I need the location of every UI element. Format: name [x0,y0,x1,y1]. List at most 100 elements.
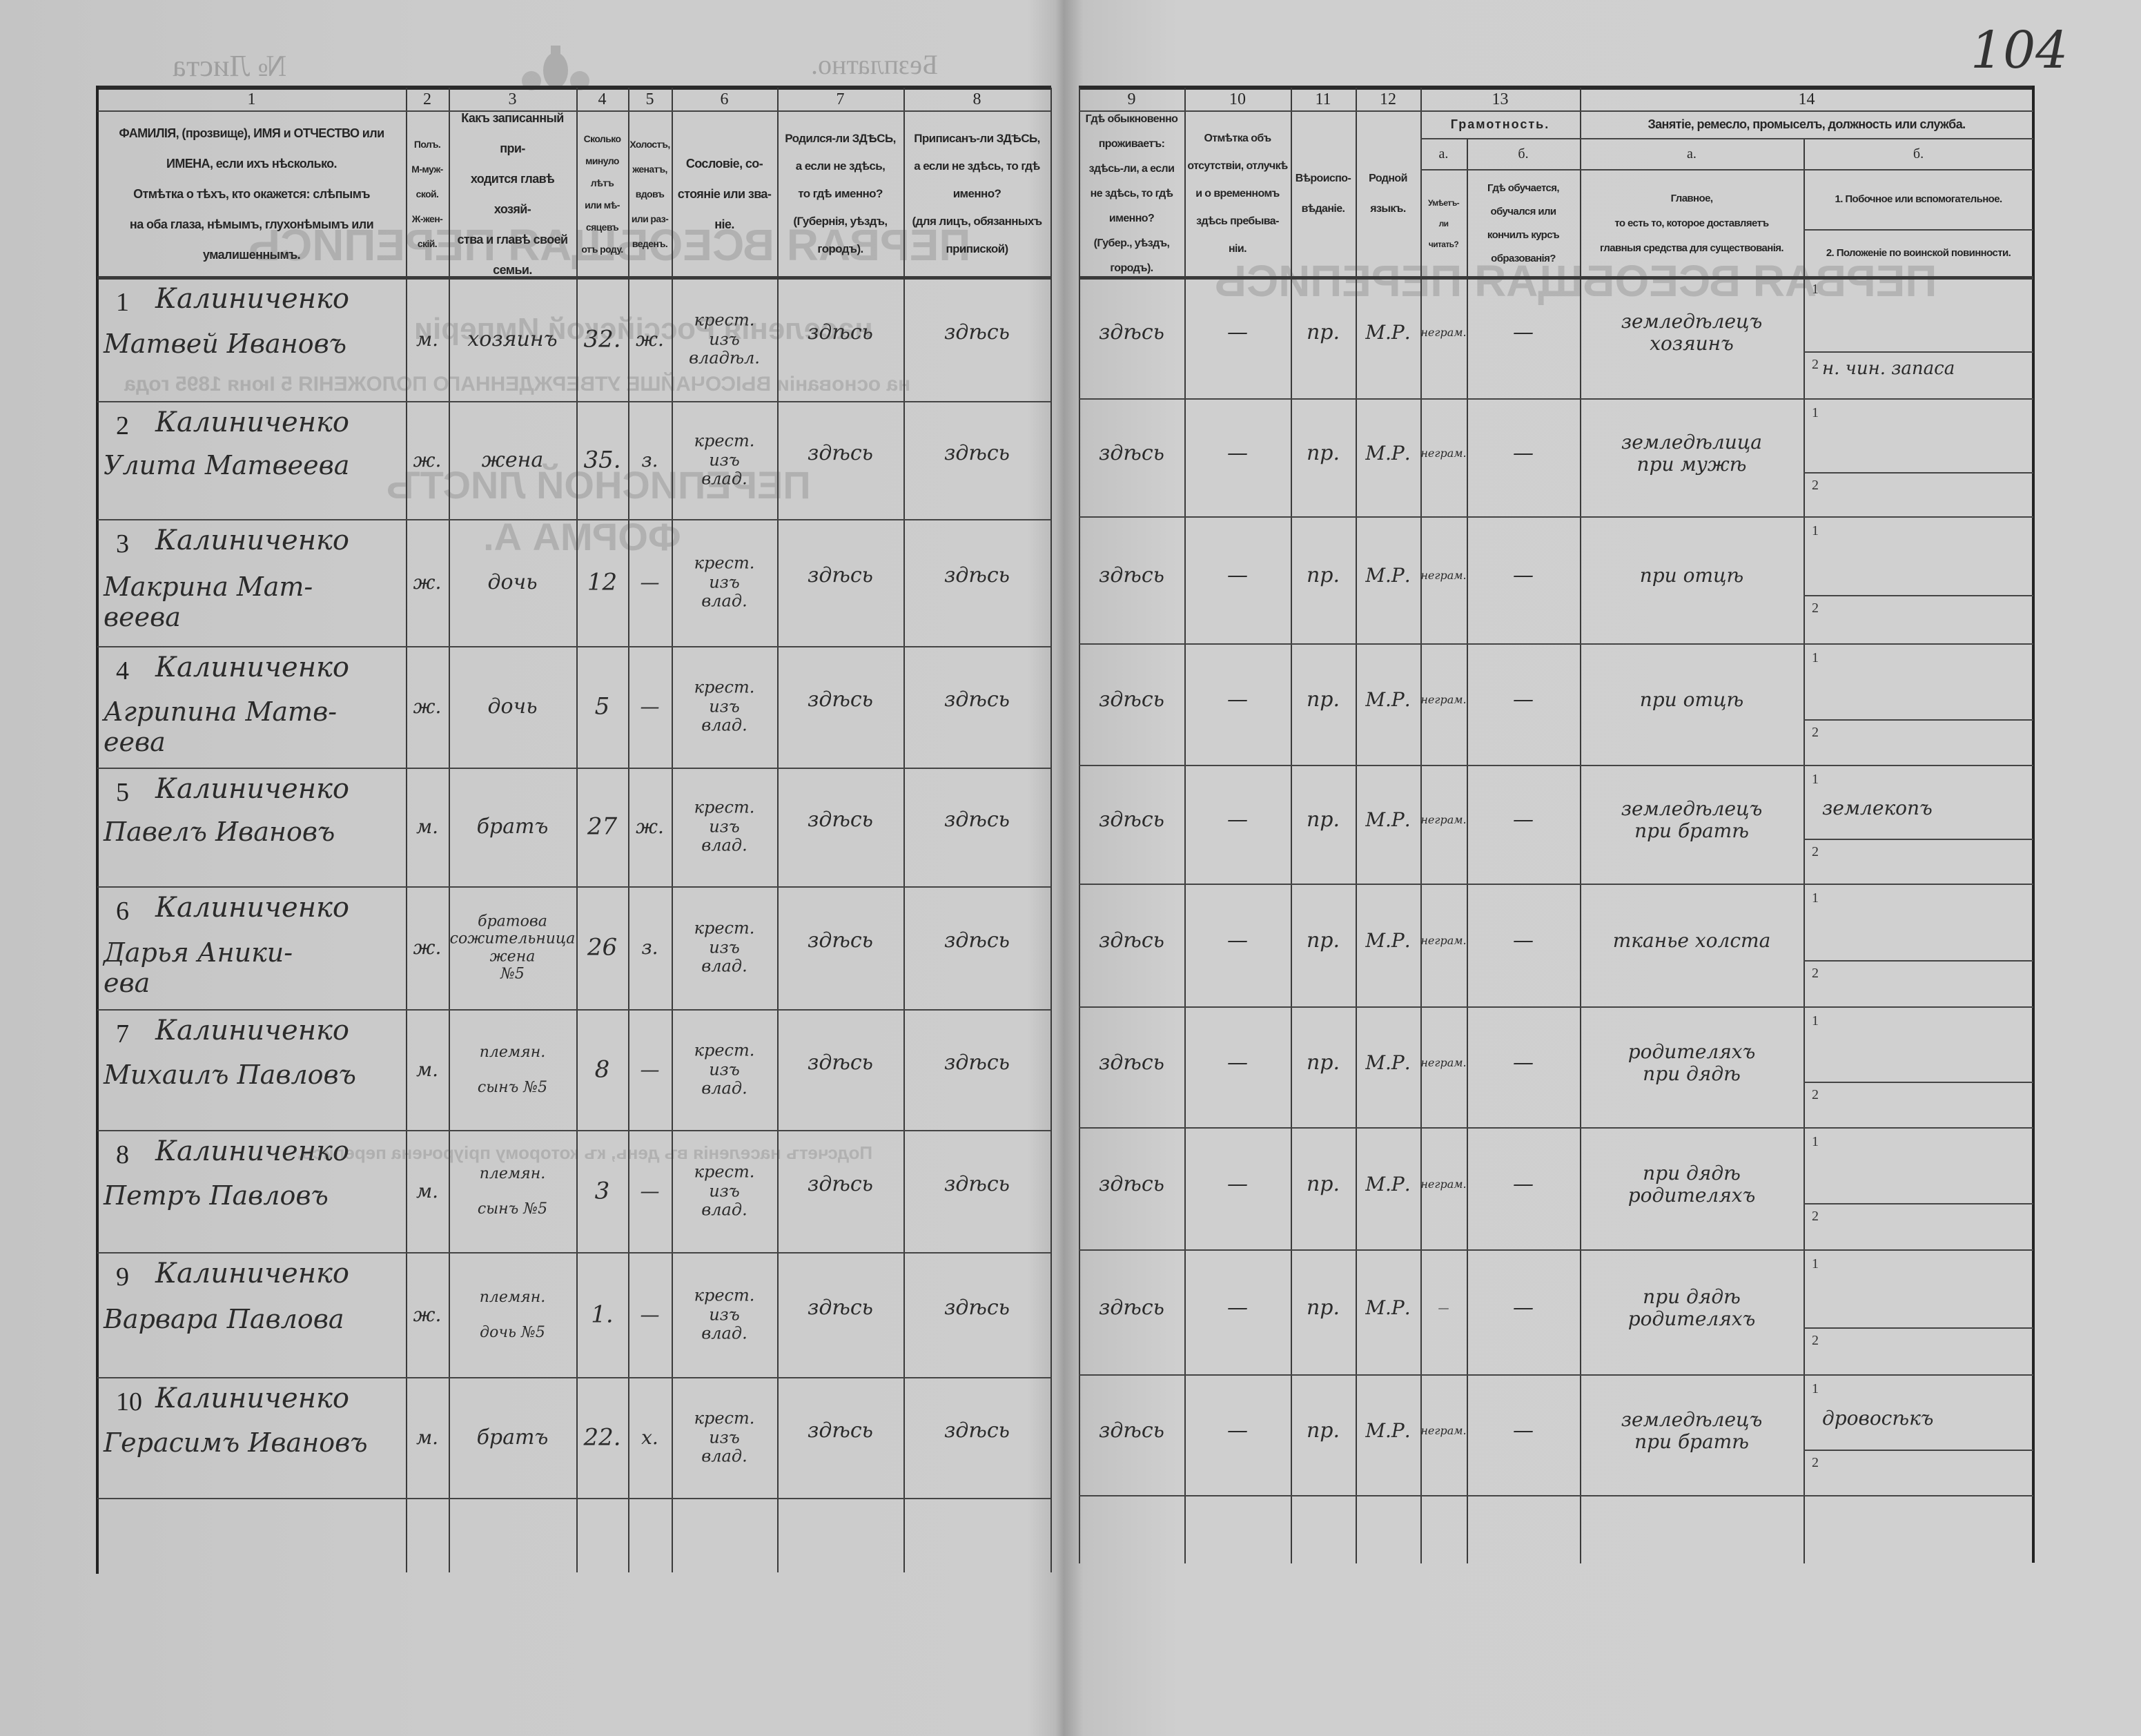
row-divider [97,1377,1050,1378]
schooling: — [1513,563,1534,587]
can-read: неграм. [1420,1423,1467,1437]
header-col14b2: 2. Положеніе по воинской повинности. [1826,247,2011,259]
header-col14-title: Занятіе, ремесло, промыселъ, должность и… [1648,117,1966,131]
header-group-line [1420,138,2033,139]
main-occupation: при отцѣ [1639,563,1744,587]
absence-mark: — [1227,320,1248,344]
row-divider [97,1130,1050,1131]
usual-residence: здѣсь [1099,1295,1164,1320]
absence-mark: — [1227,1295,1248,1320]
schooling: — [1513,1050,1534,1075]
column-divider [1184,88,1186,1563]
registration-place: здѣсь [944,563,1010,587]
birthplace: здѣсь [808,1050,873,1075]
religion: пр. [1306,807,1340,832]
relation-to-head: жена [481,447,544,472]
birthplace: здѣсь [808,687,873,712]
sub-row-label-2: 2 [1812,1087,1819,1102]
birthplace: здѣсь [808,563,873,587]
marital-status: ж. [636,815,664,838]
header-col1: ФАМИЛІЯ, (прозвище), ИМЯ и ОТЧЕСТВО или … [119,126,384,262]
col14b-split-line [1803,472,2033,474]
sub-row-label-2: 2 [1812,1455,1819,1470]
schooling: — [1513,1295,1534,1320]
row-number: 1 [116,288,129,317]
given-name-patronymic: Дарья Аники- ева [104,937,293,998]
absence-mark: — [1227,807,1248,832]
sub-row-label-2: 2 [1812,1209,1819,1224]
row-divider [97,1252,1050,1254]
row-number: 9 [116,1262,129,1291]
age: 35. [583,446,621,474]
religion: пр. [1306,1295,1340,1320]
native-language: М.Р. [1365,928,1411,952]
column-number: 1 [247,90,256,108]
age: 1. [591,1300,614,1329]
sex: ж. [413,694,442,718]
row-number: 6 [116,897,129,926]
age: 32. [583,325,621,353]
row-divider [97,886,1050,888]
sub-row-label-1: 1 [1812,282,1819,297]
main-occupation: земледѣлица при мужѣ [1621,430,1762,476]
relation-to-head: племян. сынъ №5 [477,1044,548,1096]
schooling: — [1513,1418,1534,1443]
sheet-number-label: № Листа [173,49,287,83]
column-divider [1356,88,1357,1563]
column-divider [1803,138,1805,1563]
col14b-split-line [1803,1203,2033,1205]
marital-status: з. [641,448,658,471]
column-number: 2 [423,90,431,108]
relation-to-head: племян. дочь №5 [479,1289,546,1341]
surname: Калиниченко [155,525,350,556]
schooling: — [1513,320,1534,344]
estate: крест. изъ владѣл. [689,310,760,368]
surname: Калиниченко [155,1015,350,1046]
surname: Калиниченко [155,1135,350,1167]
column-divider [672,88,673,1572]
religion: пр. [1306,687,1340,712]
sex: ж. [413,570,442,594]
estate: крест. изъ влад. [694,797,755,855]
secondary-occupation: землекопъ [1822,797,1933,819]
surname: Калиниченко [155,283,350,315]
age: 27 [587,812,618,841]
header-number-row-line [1079,110,2033,112]
header-col13-title: Грамотность. [1450,117,1550,131]
schooling: — [1513,440,1534,465]
column-number: 14 [1798,90,1815,108]
row-divider [97,646,1050,647]
column-divider [406,88,407,1572]
surname: Калиниченко [155,1383,350,1414]
registration-place: здѣсь [944,1418,1010,1443]
col14b-split-line [1803,1082,2033,1083]
sub-row-label-1: 1 [1812,650,1819,665]
row-divider [97,1498,1050,1499]
row-divider [1079,1249,2033,1251]
usual-residence: здѣсь [1099,440,1164,465]
page-number: 104 [1971,21,2069,80]
native-language: М.Р. [1365,1051,1411,1074]
religion: пр. [1306,440,1340,465]
sub-row-label-2: 2 [1812,725,1819,740]
birthplace: здѣсь [808,1295,873,1320]
sex: м. [416,1057,439,1081]
relation-to-head: братъ [476,1425,549,1450]
registration-place: здѣсь [944,1295,1010,1320]
column-divider [628,88,629,1572]
header-col13b-letter: б. [1518,146,1529,162]
marital-status: ж. [636,327,664,351]
column-divider [1420,88,1422,1563]
can-read: неграм. [1420,325,1467,339]
registration-place: здѣсь [944,687,1010,712]
sex: м. [416,327,439,351]
header-col4: Сколько минуло лѣтъ или мѣ- сяцевъ отъ р… [581,133,623,255]
usual-residence: здѣсь [1099,563,1164,587]
header-col14b1: 1. Побочное или вспомогательное. [1835,193,2002,205]
column-divider [449,88,450,1572]
religion: пр. [1306,1171,1340,1196]
military-status: н. чин. запаса [1822,358,1955,379]
main-occupation: при отцѣ [1639,687,1744,711]
bleed-through-form: ФОРМА А. [483,515,681,558]
sub-row-label-2: 2 [1812,844,1819,859]
